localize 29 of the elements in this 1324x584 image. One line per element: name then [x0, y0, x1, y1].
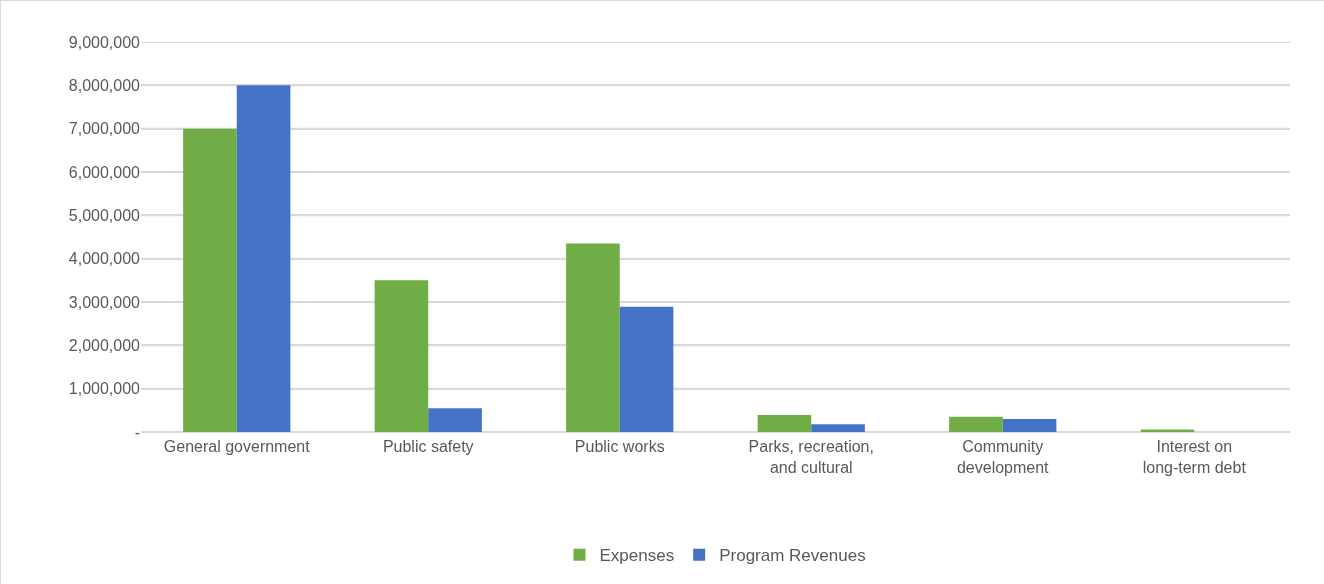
x-tick-label: Public safety — [382, 438, 474, 456]
legend-label: Expenses — [599, 546, 675, 566]
y-tick-label: 9,000,000 — [68, 33, 141, 51]
y-tick-label: 3,000,000 — [68, 293, 141, 311]
bar — [1140, 429, 1195, 432]
bar — [619, 306, 674, 432]
y-tick-label: 7,000,000 — [68, 120, 141, 138]
legend-label: Program Revenues — [719, 546, 866, 566]
y-tick-label: - — [134, 423, 140, 441]
bar — [757, 415, 812, 432]
bar — [1002, 419, 1057, 432]
bar — [566, 243, 620, 432]
y-tick-label: 2,000,000 — [68, 336, 141, 354]
bar — [236, 85, 291, 432]
bar — [428, 408, 482, 432]
bar — [811, 424, 865, 432]
y-tick-label: 8,000,000 — [68, 76, 141, 94]
x-tick-label: Community development — [956, 438, 1050, 476]
x-tick-label: Public works — [574, 438, 665, 456]
x-tick-label: Interest on long-term debt — [1142, 438, 1247, 476]
y-tick-label: 5,000,000 — [68, 206, 141, 224]
y-tick-label: 6,000,000 — [68, 163, 141, 181]
bar — [183, 128, 237, 432]
x-tick-label: General government — [163, 438, 311, 456]
y-tick-label: 1,000,000 — [68, 380, 141, 398]
bar — [949, 416, 1003, 432]
bar — [374, 280, 429, 432]
y-tick-label: 4,000,000 — [68, 250, 141, 268]
x-tick-label: Parks, recreation, and cultural — [748, 438, 874, 476]
